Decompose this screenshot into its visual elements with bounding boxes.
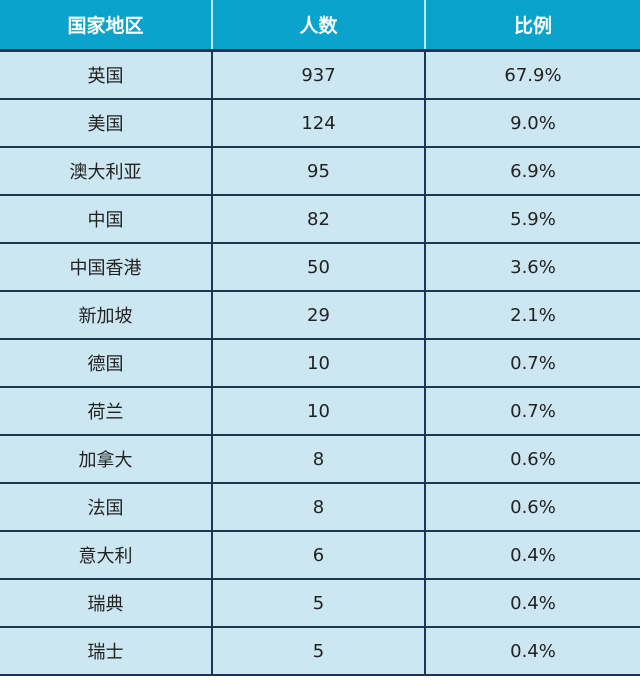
cell-region: 荷兰 (0, 386, 213, 436)
table-row: 瑞典 5 0.4% (0, 578, 640, 628)
cell-region: 美国 (0, 98, 213, 148)
cell-count: 29 (211, 290, 426, 340)
cell-count: 5 (211, 578, 426, 628)
cell-count: 5 (211, 626, 426, 676)
cell-ratio: 6.9% (424, 146, 640, 196)
cell-ratio: 2.1% (424, 290, 640, 340)
cell-ratio: 0.4% (424, 626, 640, 676)
cell-ratio: 0.6% (424, 434, 640, 484)
cell-count: 10 (211, 386, 426, 436)
table-row: 中国香港 50 3.6% (0, 242, 640, 292)
header-region: 国家地区 (0, 0, 213, 52)
cell-count: 8 (211, 434, 426, 484)
table-row: 美国 124 9.0% (0, 98, 640, 148)
cell-region: 法国 (0, 482, 213, 532)
cell-region: 瑞典 (0, 578, 213, 628)
table-row: 澳大利亚 95 6.9% (0, 146, 640, 196)
cell-ratio: 3.6% (424, 242, 640, 292)
table-row: 意大利 6 0.4% (0, 530, 640, 580)
cell-ratio: 5.9% (424, 194, 640, 244)
table-row: 加拿大 8 0.6% (0, 434, 640, 484)
cell-ratio: 0.7% (424, 386, 640, 436)
cell-region: 德国 (0, 338, 213, 388)
table-row: 中国 82 5.9% (0, 194, 640, 244)
header-ratio: 比例 (424, 0, 640, 52)
cell-ratio: 0.4% (424, 530, 640, 580)
cell-count: 8 (211, 482, 426, 532)
cell-count: 82 (211, 194, 426, 244)
table-row: 法国 8 0.6% (0, 482, 640, 532)
table-row: 荷兰 10 0.7% (0, 386, 640, 436)
header-count: 人数 (211, 0, 426, 52)
cell-count: 6 (211, 530, 426, 580)
table-row: 瑞士 5 0.4% (0, 626, 640, 676)
cell-region: 中国 (0, 194, 213, 244)
cell-region: 澳大利亚 (0, 146, 213, 196)
header-row: 国家地区 人数 比例 (0, 0, 640, 52)
table-row: 德国 10 0.7% (0, 338, 640, 388)
cell-count: 10 (211, 338, 426, 388)
cell-region: 新加坡 (0, 290, 213, 340)
cell-region: 意大利 (0, 530, 213, 580)
cell-region: 加拿大 (0, 434, 213, 484)
cell-count: 50 (211, 242, 426, 292)
cell-region: 英国 (0, 49, 213, 100)
cell-count: 937 (211, 49, 426, 100)
cell-region: 瑞士 (0, 626, 213, 676)
cell-ratio: 0.6% (424, 482, 640, 532)
cell-ratio: 0.7% (424, 338, 640, 388)
cell-count: 95 (211, 146, 426, 196)
cell-ratio: 9.0% (424, 98, 640, 148)
cell-ratio: 67.9% (424, 49, 640, 100)
cell-count: 124 (211, 98, 426, 148)
table-row: 新加坡 29 2.1% (0, 290, 640, 340)
cell-region: 中国香港 (0, 242, 213, 292)
cell-ratio: 0.4% (424, 578, 640, 628)
table-row: 英国 937 67.9% (0, 49, 640, 100)
